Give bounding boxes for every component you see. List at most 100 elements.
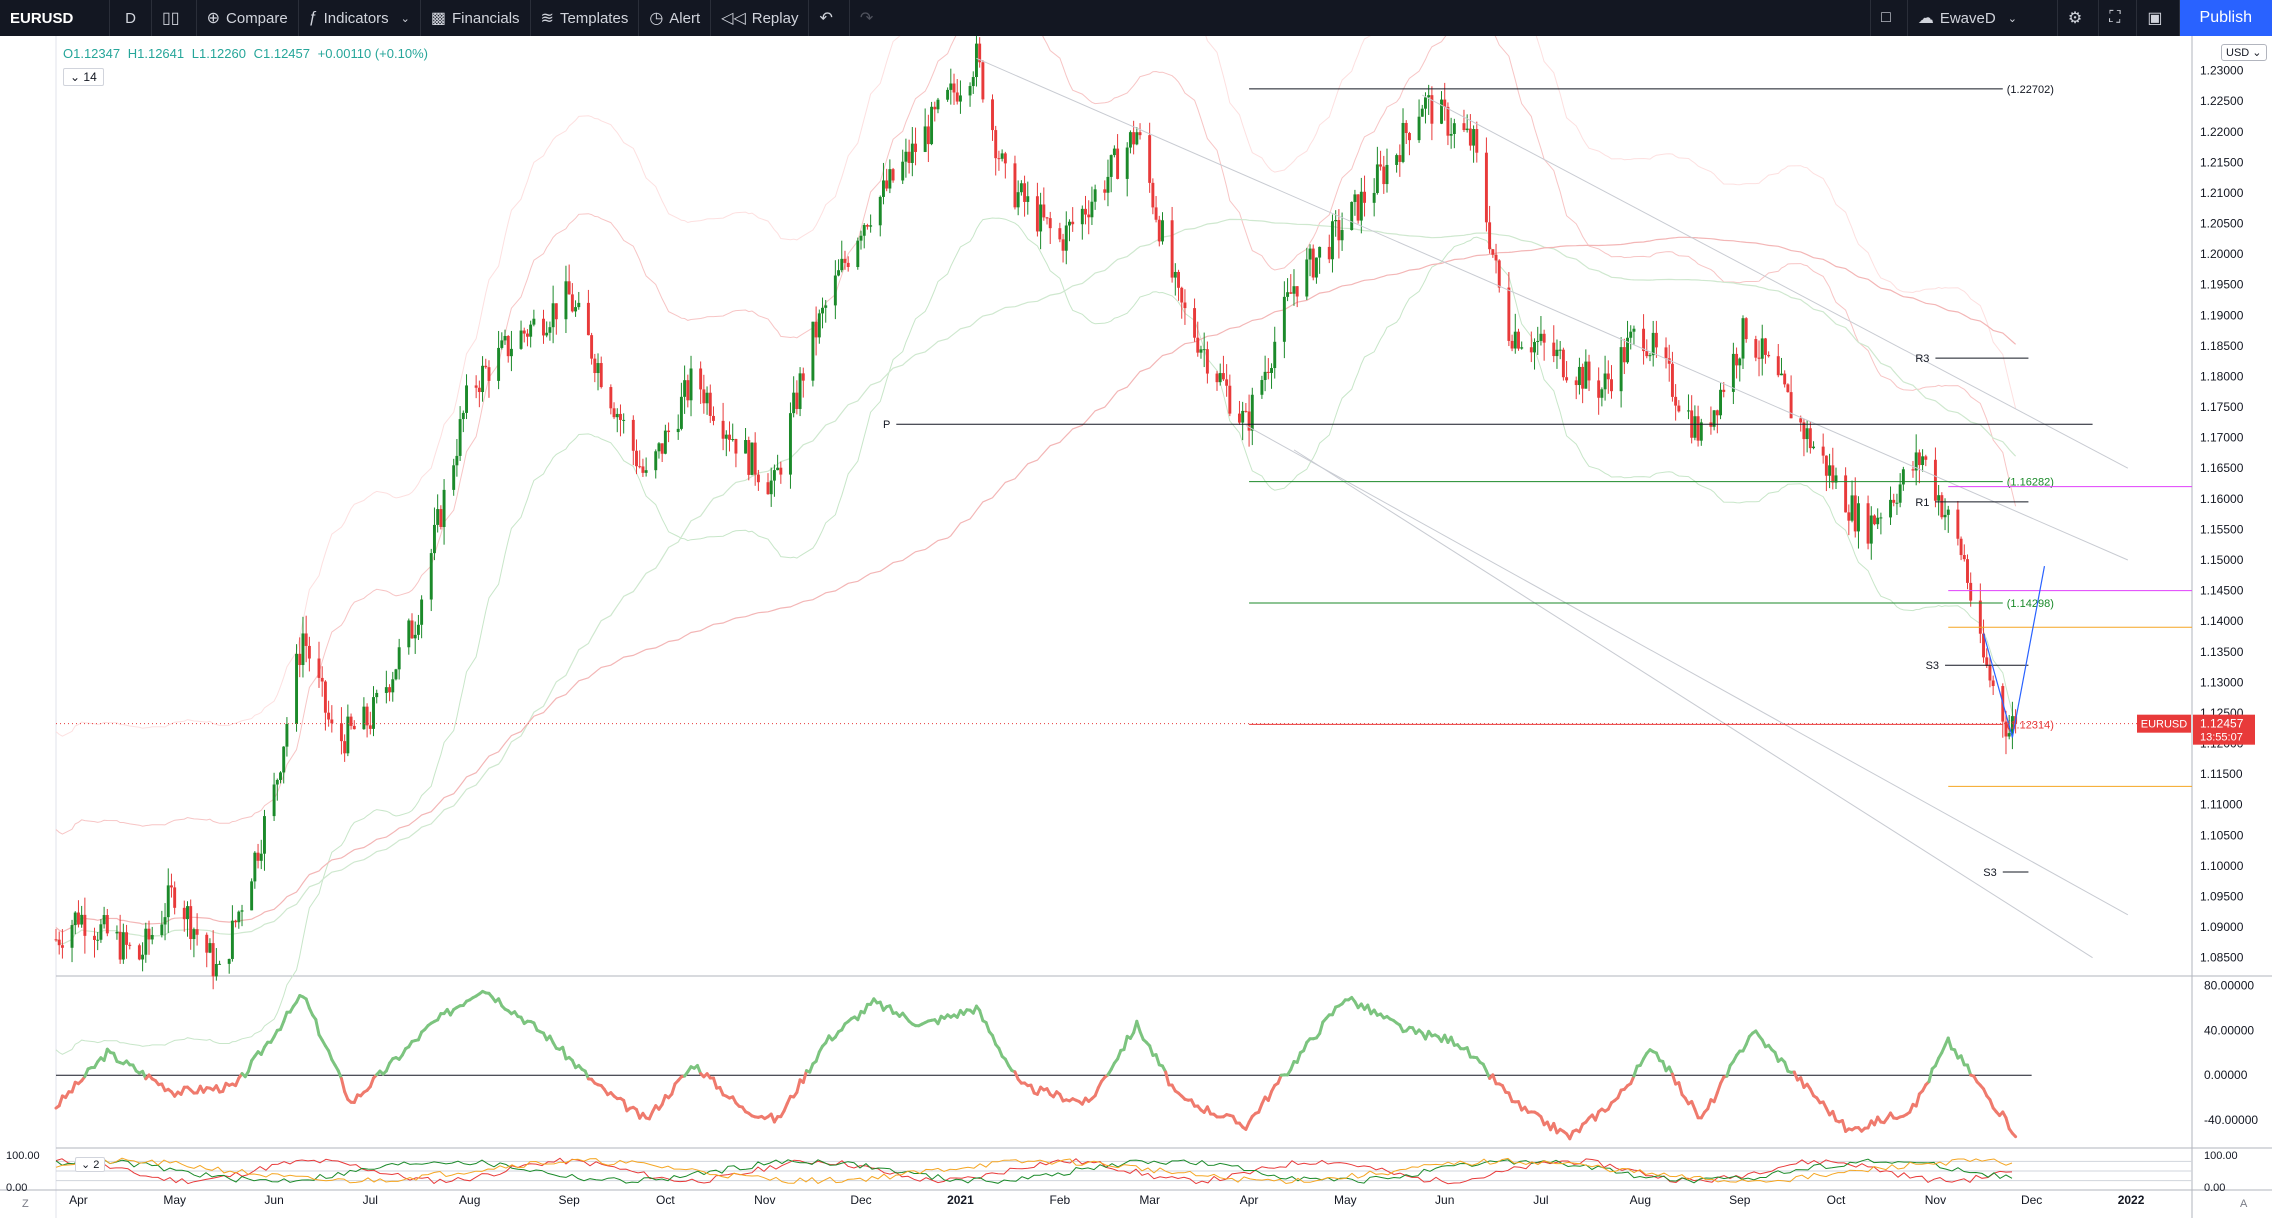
templates-icon: ≋ — [540, 10, 554, 27]
price-tick-label: 1.14000 — [2200, 614, 2244, 628]
candle-body — [753, 442, 757, 475]
candle-body — [843, 258, 847, 263]
price-tick-label: 1.11000 — [2200, 798, 2243, 812]
candle — [1587, 354, 1591, 392]
compare-button[interactable]: ⊕ Compare — [197, 0, 299, 36]
candle-body — [458, 419, 462, 456]
candle — [211, 930, 215, 990]
fullscreen-button[interactable]: ⛶ — [2099, 0, 2138, 36]
osc-segment — [991, 1034, 998, 1046]
candle — [1529, 331, 1533, 363]
candle-body — [519, 330, 523, 349]
candle — [641, 458, 645, 477]
undo-button[interactable]: ↶ — [809, 0, 850, 36]
time-tick-label: Sep — [1729, 1193, 1751, 1207]
candle-body — [1472, 129, 1476, 146]
currency-label: USD — [2226, 47, 2250, 59]
candle — [1382, 155, 1386, 194]
timezone-button[interactable]: Z — [22, 1198, 29, 1210]
lower-tick-label-left: 0.00 — [6, 1182, 27, 1194]
candle-body — [1026, 196, 1030, 202]
auto-scale-button[interactable]: A — [2240, 1198, 2248, 1210]
candle — [1452, 118, 1456, 149]
snapshot-button[interactable]: ▣ — [2137, 0, 2180, 36]
candle — [1542, 329, 1546, 361]
price-tick-label: 1.15500 — [2200, 522, 2244, 536]
candle — [76, 900, 80, 928]
osc-segment — [1831, 1109, 1838, 1123]
candle-body — [619, 413, 622, 420]
candle-body — [115, 931, 119, 934]
price-tick-label: 1.22000 — [2200, 125, 2244, 139]
settings-button[interactable]: ⚙ — [2058, 0, 2100, 36]
price-tick-label: 1.18000 — [2200, 369, 2244, 383]
candle-body — [564, 281, 568, 320]
candle-body — [436, 509, 440, 525]
candle — [926, 114, 930, 163]
candle — [70, 919, 74, 963]
candle-body — [1982, 633, 1985, 658]
candle-body — [1013, 163, 1017, 208]
candle-body — [330, 719, 334, 724]
symbol-search-button[interactable]: EURUSD — [0, 0, 110, 36]
candle-body — [1061, 239, 1065, 251]
candle — [1282, 281, 1286, 359]
candle-body — [1468, 128, 1472, 146]
candle — [1988, 656, 1992, 688]
redo-button[interactable]: ↷ — [850, 0, 889, 36]
chart-type-button[interactable]: ▯▯ — [152, 0, 197, 36]
interval-button[interactable]: D — [110, 0, 152, 36]
templates-button[interactable]: ≋ Templates — [531, 0, 640, 36]
candle — [1892, 493, 1896, 507]
osc-segment — [1295, 1051, 1302, 1064]
candle — [862, 223, 866, 249]
candle-body — [975, 43, 978, 78]
candle — [1603, 355, 1607, 401]
candle-body — [885, 180, 889, 189]
candle — [1148, 122, 1152, 193]
osc-segment — [795, 1078, 802, 1094]
financials-button[interactable]: ▩ Financials — [421, 0, 531, 36]
candle — [1016, 180, 1020, 216]
candle-body — [1552, 342, 1556, 357]
candle-body — [1196, 337, 1200, 353]
alert-button[interactable]: ◷ Alert — [639, 0, 712, 36]
undo-icon: ↶ — [819, 10, 833, 27]
currency-selector[interactable]: USD ⌄ — [2221, 44, 2267, 61]
candle — [416, 614, 420, 640]
candle — [776, 454, 780, 471]
candle — [1940, 492, 1944, 520]
indicator-collapse-button[interactable]: ⌄ 14 — [63, 68, 104, 86]
candle — [330, 705, 334, 733]
osc-segment — [1927, 1067, 1934, 1084]
candle-body — [1584, 361, 1588, 389]
price-tick-label: 1.20500 — [2200, 217, 2244, 231]
candle-body — [1446, 106, 1450, 136]
candle-body — [256, 852, 260, 861]
candle-body — [1597, 380, 1601, 398]
replay-button[interactable]: ◁◁ Replay — [711, 0, 810, 36]
time-tick-label: Nov — [1925, 1193, 1946, 1207]
candle — [208, 938, 212, 954]
candle — [750, 442, 754, 476]
publish-button[interactable]: Publish — [2179, 0, 2272, 36]
layout-menu-button[interactable]: ☁ EwaveD ⌄ — [1908, 0, 2058, 36]
candle-body — [54, 939, 58, 941]
candle — [551, 285, 555, 344]
candle-body — [1674, 396, 1678, 406]
fullscreen-layout-button[interactable]: □ — [1870, 0, 1908, 36]
candle-body — [343, 741, 347, 754]
candle — [744, 428, 748, 454]
osc-segment — [1318, 1020, 1325, 1036]
candle-body — [612, 408, 616, 418]
candle — [679, 382, 683, 431]
chart-canvas[interactable]: 1.23000 1.22500 1.22000 1.21500 1.21000 1.205… — [0, 36, 2272, 1218]
indicators-button[interactable]: ƒ Indicators ⌄ — [299, 0, 421, 36]
time-tick-label: Jul — [363, 1193, 378, 1207]
candle-body — [1395, 155, 1399, 165]
lower-indicator-collapse-button[interactable]: ⌄ 2 — [75, 1157, 106, 1172]
candle-body — [227, 958, 231, 964]
chevron-down-icon: ⌄ — [81, 1159, 94, 1171]
candle-body — [506, 335, 510, 357]
candle-body — [840, 258, 844, 271]
